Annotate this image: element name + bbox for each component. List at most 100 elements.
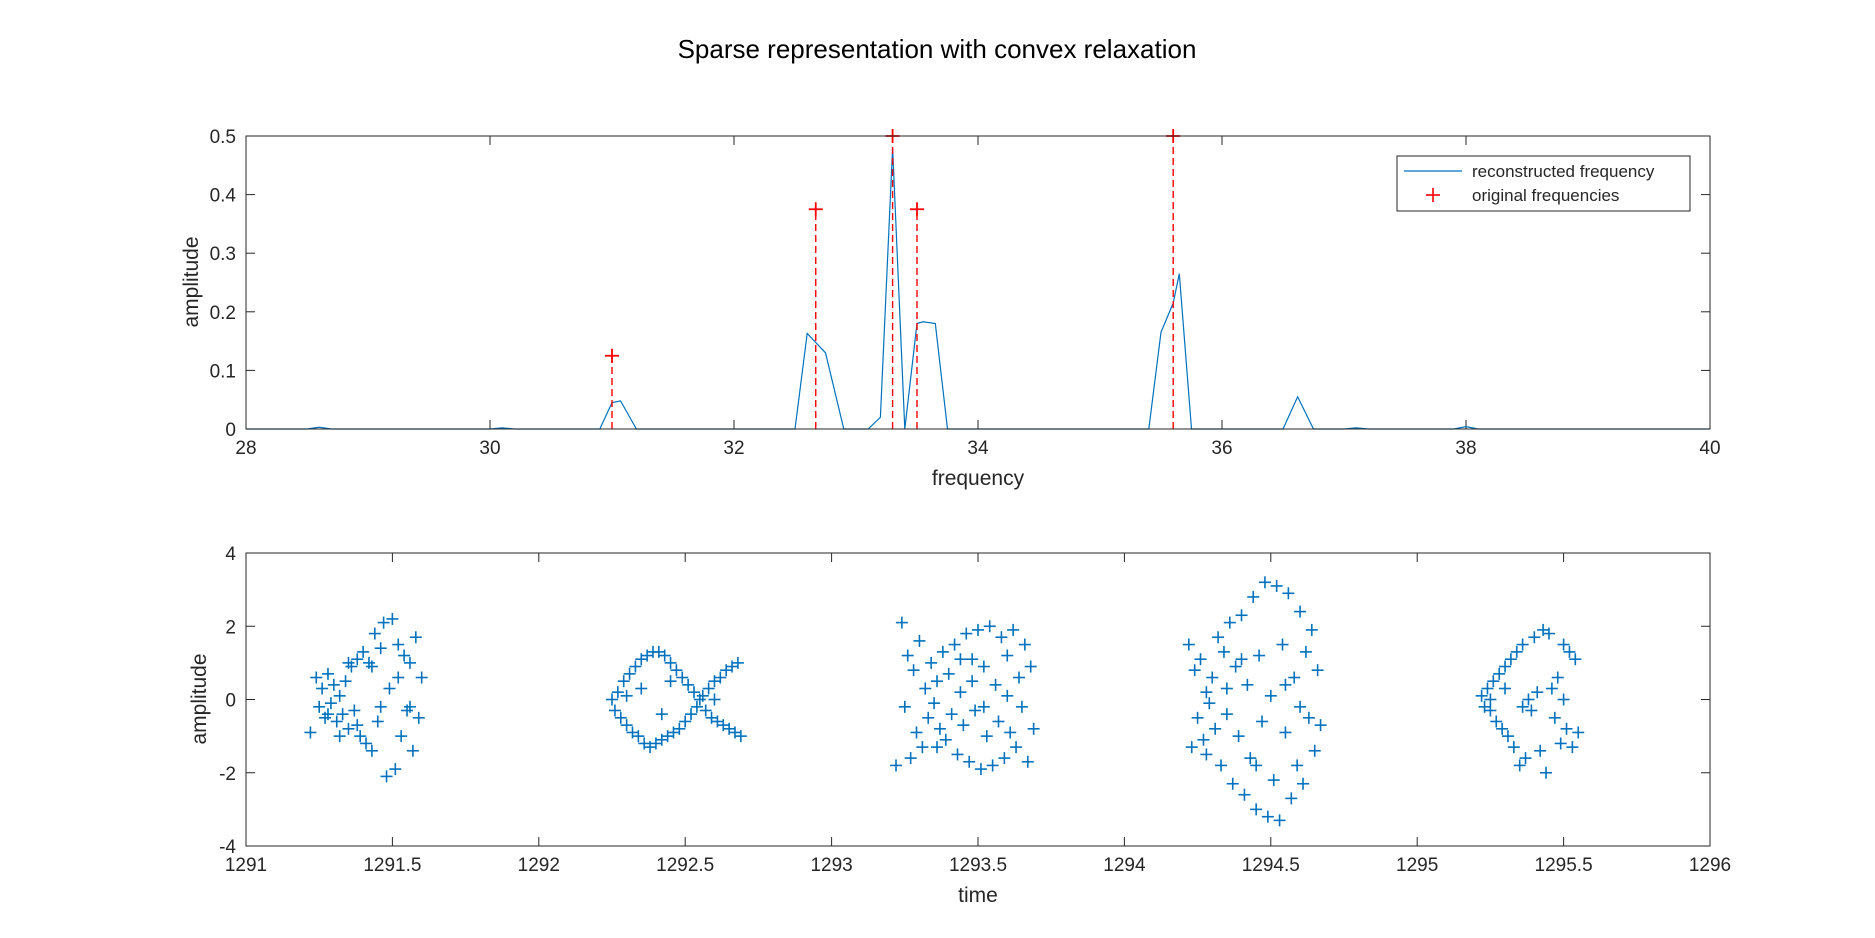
scatter-point <box>682 678 695 691</box>
x-tick-label: 38 <box>1455 438 1476 459</box>
scatter-point <box>1200 686 1213 699</box>
scatter-point <box>1256 715 1269 728</box>
y-tick-label: -2 <box>219 764 236 785</box>
scatter-point <box>1217 645 1230 658</box>
scatter-point <box>966 653 979 666</box>
scatter-point <box>895 616 908 629</box>
scatter-point <box>974 763 987 776</box>
scatter-point <box>1572 726 1585 739</box>
scatter-point <box>1027 722 1040 735</box>
scatter-point <box>928 697 941 710</box>
scatter-point <box>339 675 352 688</box>
scatter-point <box>673 722 686 735</box>
scatter-point <box>1253 649 1266 662</box>
scatter-point <box>608 704 621 717</box>
scatter-point <box>1560 722 1573 735</box>
scatter-point <box>629 660 642 673</box>
scatter-point <box>898 700 911 713</box>
x-tick-label: 30 <box>479 438 500 459</box>
scatter-point <box>904 752 917 765</box>
x-tick-label: 1293 <box>810 855 852 876</box>
scatter-point <box>1182 638 1195 651</box>
scatter-point <box>392 638 405 651</box>
scatter-point <box>664 656 677 669</box>
original-frequency-marker <box>808 202 823 217</box>
x-tick-label: 1291 <box>225 855 267 876</box>
scatter-point <box>1504 653 1517 666</box>
scatter-point <box>1499 682 1512 695</box>
scatter-point <box>1018 638 1031 651</box>
y-tick-label: 0 <box>225 691 236 712</box>
scatter-point <box>611 686 624 699</box>
scatter-point <box>383 682 396 695</box>
scatter-point <box>960 627 973 640</box>
scatter-point <box>1311 664 1324 677</box>
scatter-point <box>951 748 964 761</box>
scatter-point <box>324 697 337 710</box>
scatter-point <box>948 638 961 651</box>
scatter-point <box>1273 814 1286 827</box>
scatter-point <box>980 730 993 743</box>
scatter-point <box>1557 638 1570 651</box>
scatter-point <box>351 719 364 732</box>
scatter-point <box>992 715 1005 728</box>
y-tick-label: 0.4 <box>210 186 237 207</box>
scatter-point <box>336 708 349 721</box>
x-tick-label: 1295 <box>1396 855 1438 876</box>
scatter-point <box>995 631 1008 644</box>
scatter-point <box>1258 576 1271 589</box>
scatter-point <box>933 722 946 735</box>
y-tick-label: 2 <box>225 617 236 638</box>
scatter-point <box>699 704 712 717</box>
scatter-point <box>731 656 744 669</box>
x-tick-label: 1292.5 <box>656 855 714 876</box>
legend-box <box>1396 155 1691 212</box>
scatter-point <box>1024 660 1037 673</box>
scatter-point <box>1516 700 1529 713</box>
scatter-point <box>963 755 976 768</box>
scatter-point <box>333 730 346 743</box>
scatter-point <box>977 700 990 713</box>
scatter-point <box>1220 682 1233 695</box>
scatter-point <box>1197 733 1210 746</box>
scatter-point <box>398 649 411 662</box>
scatter-point <box>687 686 700 699</box>
scatter-point <box>327 678 340 691</box>
scatter-point <box>1235 609 1248 622</box>
scatter-point <box>989 678 1002 691</box>
scatter-point <box>1288 671 1301 684</box>
y-tick-label: 0.2 <box>210 303 236 324</box>
scatter-point <box>1314 719 1327 732</box>
top-axis-ticks: 28 30 32 34 36 38 40 0 0.1 0.2 0.3 0.4 0.5 <box>210 127 1721 459</box>
scatter-point <box>1232 730 1245 743</box>
scatter-point <box>1012 671 1025 684</box>
scatter-point <box>1557 693 1570 706</box>
scatter-point <box>403 700 416 713</box>
scatter-point <box>1267 774 1280 787</box>
scatter-point <box>313 700 326 713</box>
scatter-point <box>348 704 361 717</box>
scatter-point <box>635 682 648 695</box>
x-tick-label: 1296 <box>1689 855 1731 876</box>
legend-entry-reconstructed: reconstructed frequency <box>1472 162 1655 181</box>
scatter-point <box>351 653 364 666</box>
scatter-point <box>1244 752 1257 765</box>
y-tick-label: 0 <box>225 420 236 441</box>
scatter-point <box>1493 667 1506 680</box>
bottom-plot-area <box>246 553 1710 846</box>
top-y-axis-label: amplitude <box>180 236 203 327</box>
scatter-point <box>333 689 346 702</box>
scatter-point <box>1531 686 1544 699</box>
scatter-point <box>1566 741 1579 754</box>
scatter-point <box>676 671 689 684</box>
scatter-point <box>377 616 390 629</box>
scatter-point <box>998 752 1011 765</box>
scatter-point <box>1554 737 1567 750</box>
scatter-point <box>957 719 970 732</box>
scatter-point <box>380 770 393 783</box>
scatter-point <box>664 675 677 688</box>
scatter-point <box>1212 631 1225 644</box>
scatter-point <box>1540 766 1553 779</box>
scatter-point <box>1534 744 1547 757</box>
scatter-point <box>1004 726 1017 739</box>
